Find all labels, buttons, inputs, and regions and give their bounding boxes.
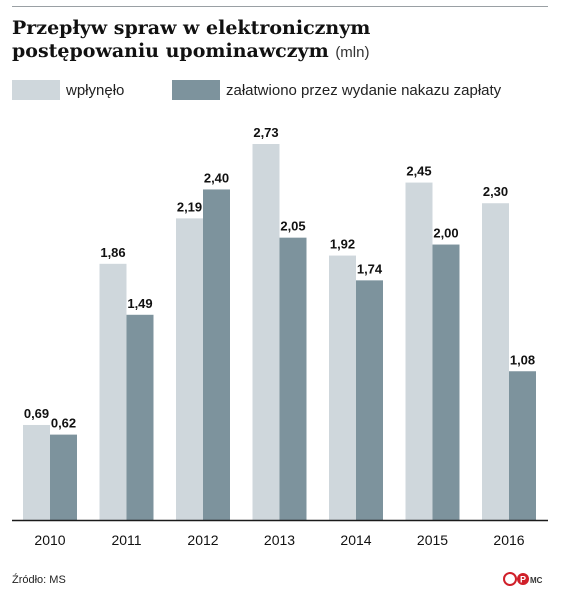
- legend-label-series2: załatwiono przez wydanie nakazu zapłaty: [226, 81, 502, 99]
- chart-unit: (mln): [335, 44, 370, 61]
- bar-2015-series2: [432, 244, 460, 521]
- svg-text:P: P: [520, 575, 526, 585]
- bar-2016-series1: [482, 203, 509, 520]
- author-initials: MC: [530, 576, 543, 585]
- data-label-2010-series1: 0,69: [24, 406, 49, 421]
- legend-label-series1: wpłynęło: [66, 81, 125, 99]
- data-label-2014-series1: 1,92: [330, 237, 355, 252]
- source-note: Źródło: MS: [12, 574, 66, 586]
- data-label-2016-series2: 1,08: [510, 352, 535, 367]
- bar-2014-series2: [356, 280, 383, 520]
- x-tick-label-2016: 2016: [493, 532, 524, 548]
- bar-2011-series1: [99, 263, 127, 520]
- data-label-2015-series2: 2,00: [433, 226, 458, 241]
- data-label-2012-series1: 2,19: [177, 199, 202, 214]
- bar-2011-series2: [126, 314, 154, 520]
- data-label-2013-series1: 2,73: [253, 125, 278, 140]
- legend: wpłynęło załatwiono przez wydanie nakazu…: [12, 80, 552, 102]
- bar-2013-series2: [279, 237, 307, 520]
- data-label-2011-series2: 1,49: [127, 296, 152, 311]
- data-label-2014-series2: 1,74: [357, 261, 383, 276]
- bar-2010-series1: [23, 424, 50, 520]
- data-label-2016-series1: 2,30: [483, 184, 508, 199]
- x-tick-label-2011: 2011: [111, 532, 141, 548]
- legend-swatch-series2: [172, 80, 220, 100]
- bar-2010-series2: [50, 434, 77, 520]
- legend-swatch-series1: [12, 80, 60, 100]
- bar-2013-series1: [252, 144, 280, 520]
- data-label-2011-series1: 1,86: [100, 245, 125, 260]
- bar-2012-series1: [176, 218, 203, 520]
- x-tick-label-2015: 2015: [417, 532, 448, 548]
- x-tick-label-2014: 2014: [340, 532, 371, 548]
- data-label-2013-series2: 2,05: [280, 219, 305, 234]
- x-tick-label-2010: 2010: [34, 532, 65, 548]
- bar-2014-series1: [329, 255, 356, 521]
- top-rule: [12, 6, 548, 7]
- publisher-logo-icon: P: [503, 572, 529, 586]
- data-label-2012-series2: 2,40: [204, 170, 229, 185]
- bar-2012-series2: [203, 189, 230, 520]
- chart-title: Przepływ spraw w elektronicznym postępow…: [12, 17, 542, 64]
- legend-item-series1: wpłynęło: [12, 80, 124, 100]
- chart-title-line2: postępowaniu upominawczym: [12, 40, 329, 62]
- chart-title-line1: Przepływ spraw w elektronicznym: [12, 17, 371, 39]
- legend-item-series2: załatwiono przez wydanie nakazu zapłaty: [172, 80, 501, 100]
- bar-2015-series1: [405, 182, 433, 521]
- x-tick-label-2013: 2013: [264, 532, 295, 548]
- bar-chart: 0,690,62 2010 1,86 1,49 2011 2,192,40 2012 2,73…: [12, 125, 548, 548]
- x-tick-label-2012: 2012: [187, 532, 218, 548]
- data-label-2015-series1: 2,45: [406, 164, 431, 179]
- bar-2016-series2: [509, 371, 536, 520]
- data-label-2010-series2: 0,62: [51, 416, 76, 431]
